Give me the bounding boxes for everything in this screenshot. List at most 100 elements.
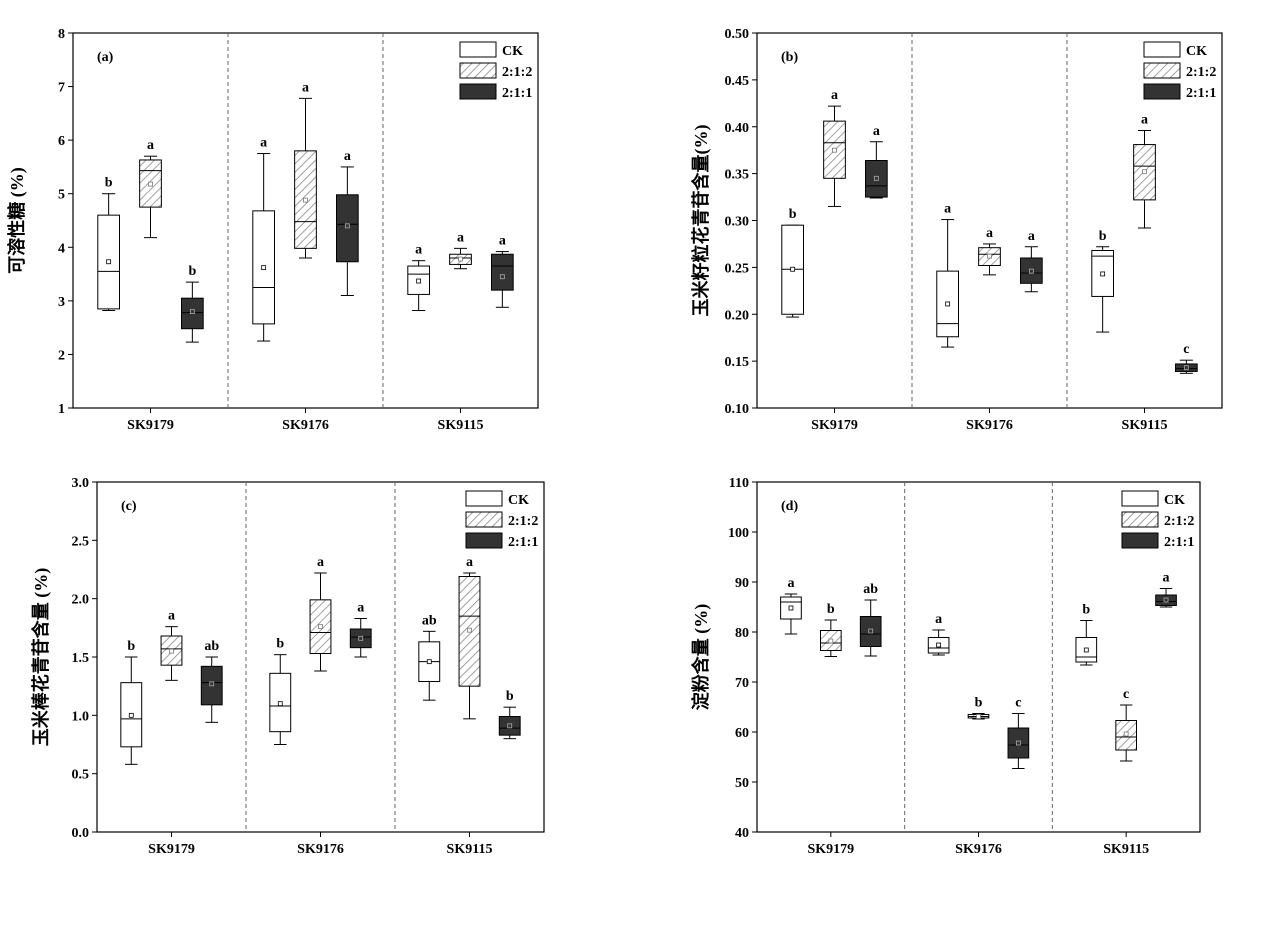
category-label: SK9176	[282, 418, 329, 433]
y-tick-label: 1.0	[72, 709, 90, 724]
legend-label: 2:1:2	[1186, 65, 1216, 80]
legend: CK 2:1:2 2:1:1	[1121, 490, 1194, 550]
significance-letter: a	[147, 138, 154, 153]
legend-swatch	[459, 62, 497, 79]
box-1-1: b	[967, 696, 990, 720]
mean-marker	[1100, 271, 1106, 277]
mean-marker	[344, 223, 350, 229]
y-tick-label: 0.5	[72, 768, 90, 783]
y-tick-label: 50	[735, 776, 749, 791]
mean-marker	[936, 642, 942, 648]
mean-marker	[277, 701, 283, 707]
significance-letter: a	[344, 149, 351, 164]
significance-letter: c	[1123, 687, 1129, 702]
y-tick-label: 0.35	[725, 168, 750, 183]
legend-label: CK	[1164, 493, 1185, 508]
significance-letter: b	[506, 689, 514, 704]
box-2-1: a	[1020, 229, 1043, 293]
significance-letter: a	[944, 202, 951, 217]
legend-swatch	[1143, 83, 1181, 100]
y-tick-label: 90	[735, 576, 749, 591]
mean-marker	[1083, 647, 1089, 653]
category-label: SK9115	[438, 418, 484, 433]
mean-marker	[303, 197, 308, 203]
box-1-2: a	[458, 555, 481, 720]
box-0-2: ab	[418, 613, 441, 701]
significance-letter: a	[831, 88, 838, 103]
box-0-1: a	[252, 136, 276, 342]
panel-tag: (a)	[97, 50, 114, 65]
legend-label: 2:1:1	[502, 86, 532, 101]
legend-swatch	[465, 532, 503, 549]
box-0-0: b	[781, 207, 804, 318]
box-0-0: b	[97, 176, 121, 311]
significance-letter: b	[276, 637, 284, 652]
mean-marker	[832, 147, 837, 153]
legend: CK 2:1:2 2:1:1	[465, 490, 538, 550]
box-2-2: a	[491, 234, 514, 308]
box-1-2: c	[1115, 687, 1138, 762]
mean-marker	[1163, 597, 1169, 603]
box-1-0: b	[819, 602, 842, 657]
mean-marker	[416, 278, 422, 284]
y-tick-label: 0.0	[72, 826, 90, 841]
category-label: SK9179	[807, 842, 854, 857]
significance-letter: ab	[422, 613, 437, 628]
box-0-2: b	[1091, 229, 1115, 333]
significance-letter: a	[260, 136, 267, 151]
box-2-2: a	[1155, 571, 1177, 608]
box-2-1: a	[336, 149, 359, 296]
box-2-2: b	[498, 689, 521, 740]
y-tick-label: 4	[58, 241, 65, 256]
chart-panel-0: 1 2 3 4 5 6 7 8 可溶性糖 (%) (a) SK9179 SK9176 SK9115 b a a…	[6, 27, 539, 433]
mean-marker	[790, 266, 796, 272]
mean-marker	[945, 301, 951, 307]
mean-marker	[318, 624, 323, 630]
box-0-1: a	[927, 612, 950, 656]
box-0-1: b	[269, 637, 292, 745]
box-1-1: a	[294, 80, 317, 259]
significance-letter: a	[1141, 113, 1148, 128]
significance-letter: c	[1015, 696, 1021, 711]
legend-label: 2:1:1	[1164, 535, 1194, 550]
mean-marker	[189, 309, 195, 314]
significance-letter: a	[935, 612, 942, 627]
y-axis-label: 玉米籽粒花青苷含量(%)	[690, 125, 712, 317]
box-body	[491, 253, 514, 291]
y-tick-label: 2.5	[72, 534, 90, 549]
significance-letter: a	[787, 576, 794, 591]
significance-letter: a	[415, 243, 422, 258]
legend-swatch	[465, 511, 503, 528]
mean-marker	[873, 175, 879, 181]
category-label: SK9115	[447, 842, 493, 857]
box-1-2: a	[449, 230, 472, 270]
y-axis-label: 玉米棒花青苷含量 (%)	[30, 568, 52, 747]
box-2-0: ab	[200, 639, 223, 723]
box-body	[336, 194, 359, 263]
panel-tag: (c)	[121, 499, 137, 514]
legend-swatch	[459, 83, 497, 100]
significance-letter: b	[789, 207, 797, 222]
significance-letter: c	[1183, 342, 1189, 357]
category-label: SK9179	[127, 418, 174, 433]
box-1-0: a	[160, 609, 183, 681]
mean-marker	[148, 181, 153, 187]
significance-letter: b	[827, 602, 835, 617]
y-tick-label: 0.45	[725, 74, 750, 89]
legend-label: 2:1:2	[508, 514, 538, 529]
mean-marker	[467, 627, 472, 633]
significance-letter: a	[499, 234, 506, 249]
legend-label: CK	[502, 44, 523, 59]
y-tick-label: 110	[729, 476, 749, 491]
legend-label: CK	[1186, 44, 1207, 59]
significance-letter: a	[986, 226, 993, 241]
y-tick-label: 0.40	[725, 121, 750, 136]
mean-marker	[209, 681, 215, 687]
significance-letter: a	[357, 601, 364, 616]
y-tick-label: 100	[728, 526, 749, 541]
chart-panel-3: 40 50 60 70 80 90 100 110 淀粉含量 (%) (d) SK9179 SK917…	[690, 476, 1201, 857]
y-tick-label: 8	[58, 27, 65, 42]
y-tick-label: 3.0	[72, 476, 90, 491]
legend-label: 2:1:1	[508, 535, 538, 550]
